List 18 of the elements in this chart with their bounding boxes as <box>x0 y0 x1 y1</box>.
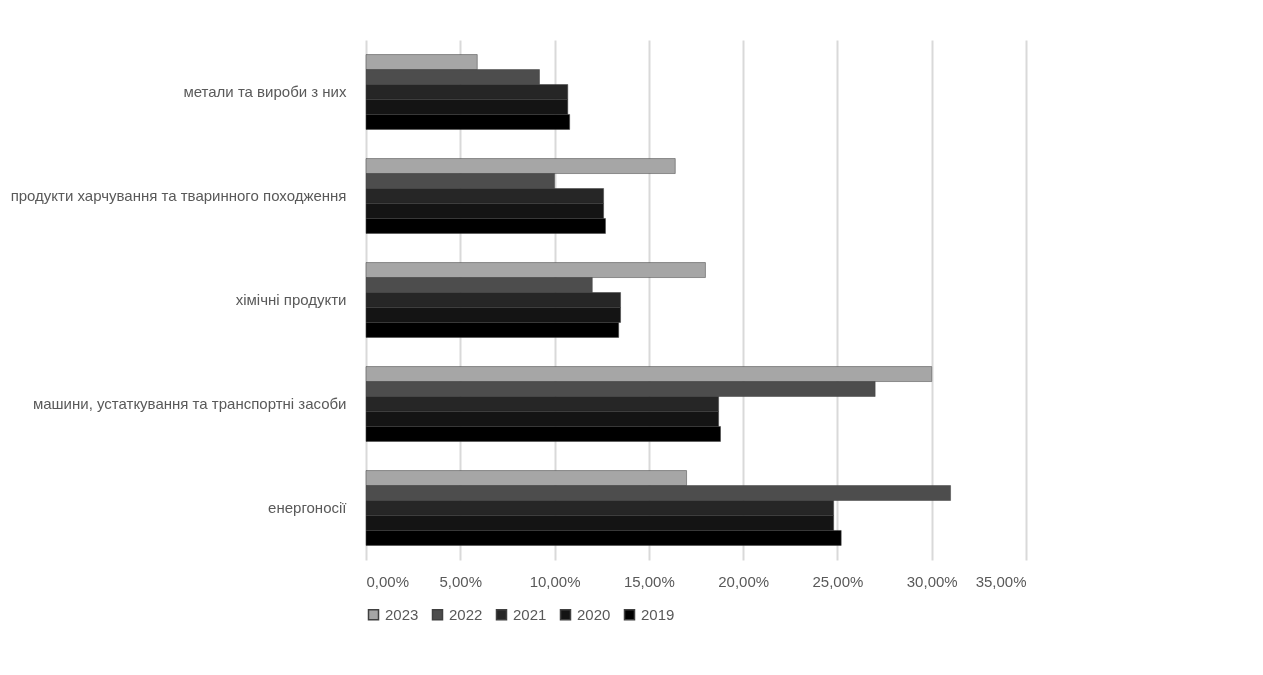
legend-label: 2023 <box>385 605 419 623</box>
x-tick-label: 0,00% <box>366 572 410 590</box>
x-tick-label: 20,00% <box>718 572 770 590</box>
x-tick-label: 30,00% <box>906 572 958 590</box>
y-tick-label: енергоносії <box>268 499 348 516</box>
x-tick-label: 15,00% <box>623 572 675 590</box>
x-tick-label: 10,00% <box>529 572 581 590</box>
y-tick-label: продукти харчування та тваринного походження <box>10 187 347 204</box>
y-tick-label: машини, устаткування та транспортні засоби <box>32 395 347 412</box>
legend-label: 2021 <box>513 605 547 623</box>
legend-label: 2020 <box>577 605 611 623</box>
x-tick-label: 25,00% <box>812 572 864 590</box>
y-tick-label: метали та вироби з них <box>183 83 347 100</box>
x-tick-label: 5,00% <box>439 572 483 590</box>
legend-label: 2019 <box>641 605 675 623</box>
x-tick-label: 35,00% <box>975 572 1027 590</box>
y-tick-label: хімічні продукти <box>235 291 347 308</box>
legend-label: 2022 <box>449 605 483 623</box>
